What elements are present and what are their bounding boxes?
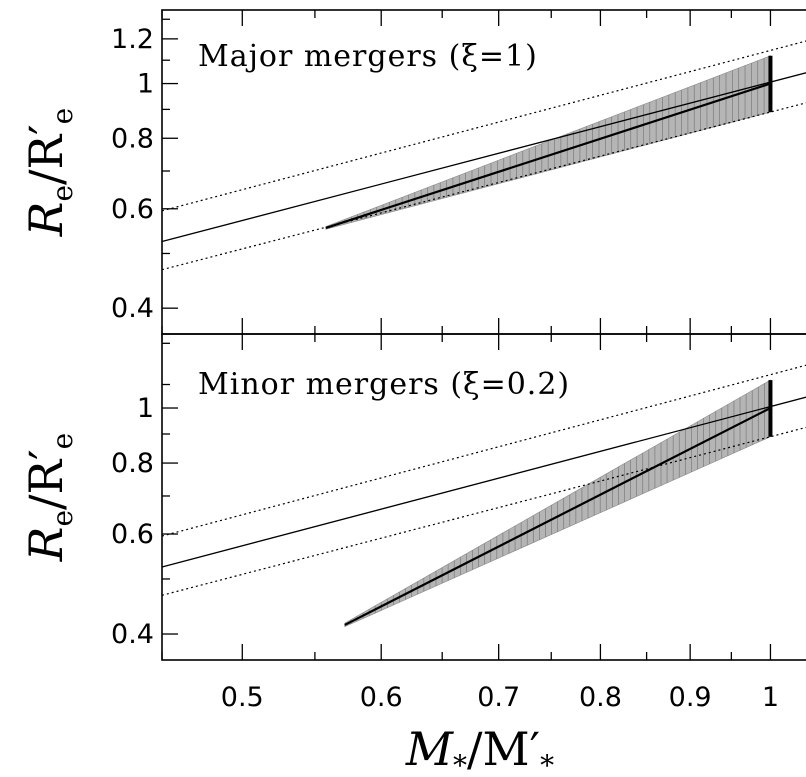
panel-minor-mergers: 0.4 0.6 0.8 1 Minor mergers (ξ=0.2) Re/R′e xyxy=(19,333,806,661)
y-tick-label: 1 xyxy=(137,69,154,100)
y-tick-label: 1.2 xyxy=(111,24,154,55)
y-axis-title: Re/R′e xyxy=(19,433,79,562)
panel-frame xyxy=(161,333,806,661)
relation-line xyxy=(161,396,806,568)
y-tick-label: 0.8 xyxy=(111,123,154,154)
panel-title: Major mergers (ξ=1) xyxy=(198,39,538,74)
x-tick-label: 0.6 xyxy=(360,682,403,713)
x-axis-title: M*/M′* xyxy=(405,722,554,777)
x-tick-label: 0.9 xyxy=(669,682,712,713)
y-axis-title: Re/R′e xyxy=(19,108,79,237)
panel-title: Minor mergers (ξ=0.2) xyxy=(198,367,570,402)
central-track-line xyxy=(325,82,771,229)
x-tick-label: 0.8 xyxy=(579,682,622,713)
y-tick-label: 0.4 xyxy=(111,293,154,324)
x-tick-label: 0.5 xyxy=(221,682,264,713)
x-tick-label: 1 xyxy=(762,682,779,713)
scatter-bound-line xyxy=(161,364,806,537)
x-tick-label: 0.7 xyxy=(477,682,520,713)
scatter-bound-line xyxy=(161,426,806,596)
scatter-bound-line xyxy=(161,40,806,212)
panel-major-mergers: 0.4 0.6 0.8 1 1.2 Major mergers (ξ=1) Re/R′e xyxy=(19,9,806,335)
relation-line xyxy=(161,72,806,243)
central-track-line xyxy=(344,407,771,626)
y-tick-label: 1 xyxy=(137,393,154,424)
scatter-bound-line xyxy=(161,102,806,271)
y-tick-label: 0.4 xyxy=(111,619,154,650)
y-tick-label: 0.8 xyxy=(111,448,154,479)
y-tick-label: 0.6 xyxy=(111,519,154,550)
y-tick-label: 0.6 xyxy=(111,194,154,225)
